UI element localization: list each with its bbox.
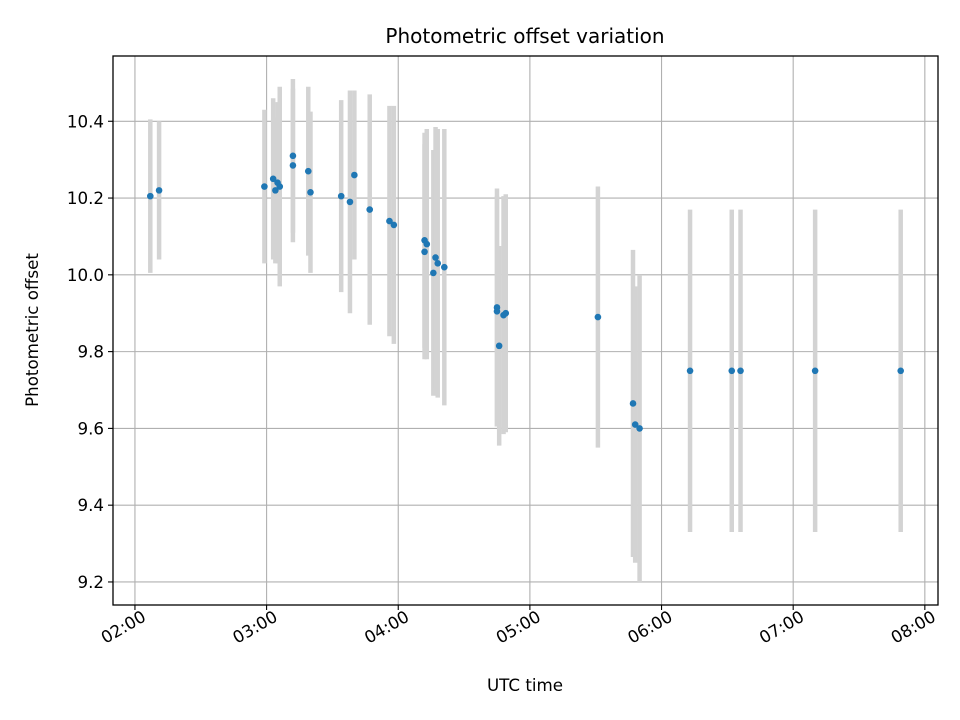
data-point bbox=[269, 175, 277, 183]
y-tick-label: 10.0 bbox=[67, 265, 104, 285]
data-point bbox=[337, 192, 345, 200]
data-point bbox=[897, 367, 904, 375]
data-point bbox=[289, 162, 297, 169]
grid bbox=[113, 56, 938, 605]
data-point bbox=[346, 198, 354, 206]
data-point bbox=[272, 187, 279, 194]
data-point bbox=[276, 183, 284, 190]
data-point bbox=[386, 217, 393, 225]
data-point bbox=[351, 171, 358, 179]
y-tick-label: 10.4 bbox=[67, 111, 104, 131]
chart-title: Photometric offset variation bbox=[385, 24, 664, 48]
data-point bbox=[686, 367, 694, 375]
y-axis: 9.2 9.4 9.6 9.8 10.0 10.2 10.4 bbox=[67, 111, 113, 592]
data-point bbox=[430, 269, 437, 277]
data-point bbox=[728, 367, 736, 375]
data-point bbox=[304, 167, 312, 175]
data-point bbox=[390, 221, 398, 229]
data-point bbox=[289, 152, 297, 160]
data-point bbox=[811, 367, 819, 375]
y-tick-label: 9.6 bbox=[77, 418, 104, 438]
y-axis-label: Photometric offset bbox=[22, 253, 42, 407]
data-point bbox=[502, 309, 510, 317]
data-point bbox=[307, 188, 314, 196]
data-point bbox=[432, 254, 439, 261]
data-point bbox=[147, 192, 154, 200]
data-point bbox=[636, 425, 643, 432]
data-point bbox=[261, 183, 268, 190]
data-point bbox=[594, 313, 602, 321]
y-tick-label: 9.8 bbox=[77, 342, 104, 362]
y-tick-label: 9.2 bbox=[77, 572, 104, 592]
data-point bbox=[629, 400, 637, 407]
data-point bbox=[737, 367, 744, 375]
data-point bbox=[493, 308, 501, 315]
data-point bbox=[495, 342, 503, 350]
x-axis-label: UTC time bbox=[487, 675, 563, 695]
y-tick-label: 10.2 bbox=[67, 188, 104, 208]
data-point bbox=[434, 260, 442, 267]
data-point bbox=[421, 248, 428, 256]
plot-frame bbox=[112, 55, 939, 606]
data-point bbox=[423, 240, 431, 248]
data-point bbox=[631, 421, 639, 428]
y-tick-label: 9.4 bbox=[77, 495, 104, 515]
data-points bbox=[147, 152, 904, 432]
data-point bbox=[366, 206, 374, 213]
data-point bbox=[441, 263, 448, 271]
data-point bbox=[155, 187, 163, 194]
